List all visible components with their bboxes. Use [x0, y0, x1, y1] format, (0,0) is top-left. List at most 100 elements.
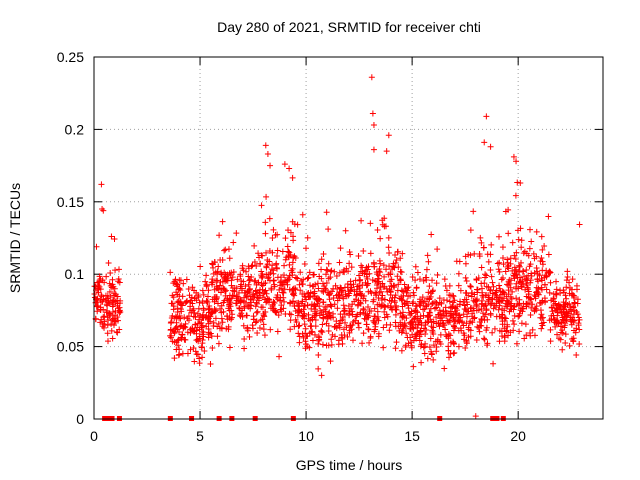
- data-point: [425, 289, 432, 296]
- data-point: [174, 281, 181, 288]
- data-point: [388, 298, 395, 305]
- data-point: [460, 311, 467, 318]
- data-point: [114, 302, 121, 309]
- data-point: [205, 314, 212, 321]
- x-tick-label: 10: [298, 428, 314, 444]
- data-point: [198, 319, 205, 326]
- data-point: [171, 355, 178, 362]
- data-point: [410, 299, 417, 305]
- data-point: [295, 323, 302, 330]
- data-point: [294, 221, 301, 228]
- data-point: [423, 276, 430, 283]
- data-point: [187, 329, 194, 336]
- data-point: [101, 324, 108, 331]
- data-point: [332, 333, 339, 340]
- data-point: [522, 276, 529, 283]
- data-point: [399, 288, 406, 295]
- data-point: [278, 285, 285, 292]
- data-point: [280, 305, 287, 312]
- data-point: [525, 300, 532, 307]
- data-point: [282, 235, 289, 242]
- data-point: [545, 213, 552, 220]
- data-point: [446, 298, 453, 305]
- data-point: [507, 329, 514, 336]
- data-point: [103, 273, 110, 280]
- data-point: [243, 293, 250, 300]
- y-tick-label: 0.1: [65, 266, 85, 282]
- data-point: [559, 327, 566, 334]
- data-point: [97, 275, 104, 282]
- data-point: [289, 259, 296, 266]
- data-point: [488, 241, 495, 248]
- data-point: [546, 270, 553, 277]
- data-point: [535, 291, 542, 298]
- data-point: [184, 350, 191, 357]
- data-point: [303, 245, 310, 252]
- data-point: [304, 275, 311, 282]
- data-point: [457, 298, 464, 305]
- data-point: [569, 276, 576, 283]
- data-point: [109, 335, 116, 342]
- data-point: [447, 332, 454, 339]
- data-point: [381, 283, 388, 290]
- data-point: [290, 233, 297, 240]
- data-point: [175, 286, 182, 293]
- data-point: [478, 285, 485, 292]
- data-point: [480, 310, 487, 317]
- data-point: [541, 295, 548, 302]
- data-point: [501, 317, 508, 324]
- data-point: [541, 242, 548, 249]
- data-point: [243, 312, 250, 319]
- data-point: [523, 266, 530, 273]
- data-point: [253, 299, 260, 306]
- data-point: [336, 324, 343, 331]
- data-point: [538, 233, 545, 240]
- data-point: [213, 293, 220, 300]
- data-point: [517, 274, 523, 281]
- data-point: [366, 339, 373, 346]
- data-point: [564, 268, 571, 275]
- data-point: [262, 287, 269, 294]
- data-point: [108, 284, 115, 291]
- data-point: [467, 283, 474, 290]
- data-point: [349, 301, 356, 308]
- data-point: [319, 341, 326, 348]
- data-point: [327, 274, 334, 281]
- data-point: [217, 305, 224, 312]
- data-point: [318, 266, 325, 273]
- data-point: [523, 303, 530, 310]
- data-point: [518, 320, 525, 327]
- data-point: [244, 327, 251, 334]
- data-point: [259, 304, 266, 311]
- data-point: [491, 325, 498, 332]
- data-point: [416, 337, 423, 344]
- data-point: [238, 277, 245, 284]
- data-point: [111, 322, 118, 329]
- data-point: [437, 315, 444, 322]
- data-point: [170, 280, 177, 287]
- data-point: [225, 323, 232, 330]
- data-point: [217, 289, 224, 296]
- data-point: [247, 276, 254, 283]
- data-point: [167, 327, 174, 334]
- data-point: [547, 279, 554, 286]
- data-point: [386, 263, 393, 270]
- data-point: [525, 272, 532, 279]
- data-point: [467, 305, 474, 312]
- data-point: [199, 287, 206, 294]
- data-point: [380, 324, 387, 331]
- data-point: [268, 285, 275, 292]
- data-point: [485, 284, 492, 291]
- data-point: [246, 302, 253, 309]
- data-point: [241, 345, 248, 352]
- data-point: [504, 256, 511, 263]
- data-point: [489, 295, 496, 302]
- data-point: [337, 311, 344, 318]
- data-point: [373, 269, 380, 276]
- data-point: [358, 262, 365, 269]
- data-point: [302, 294, 309, 301]
- data-point: [112, 318, 119, 325]
- data-point: [356, 285, 363, 292]
- data-point: [483, 307, 490, 314]
- data-point: [496, 327, 503, 334]
